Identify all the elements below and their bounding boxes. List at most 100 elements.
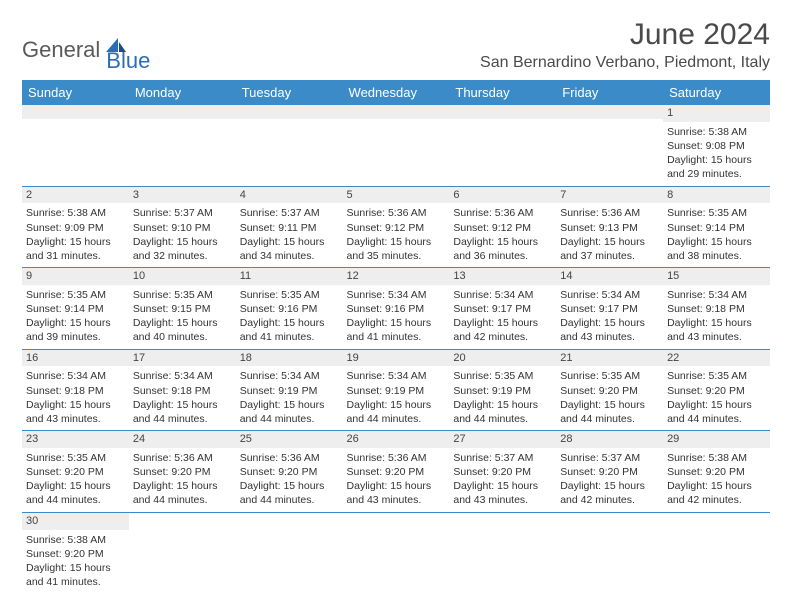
calendar-table: Sunday Monday Tuesday Wednesday Thursday… [22,80,770,593]
week-row: 9Sunrise: 5:35 AMSunset: 9:14 PMDaylight… [22,268,770,350]
day-cell [449,512,556,593]
day-info: Sunrise: 5:34 AMSunset: 9:19 PMDaylight:… [347,369,446,426]
day-info: Sunrise: 5:37 AMSunset: 9:20 PMDaylight:… [453,451,552,508]
day-info: Sunrise: 5:36 AMSunset: 9:12 PMDaylight:… [347,206,446,263]
day-cell: 13 Sunrise: 5:34 AMSunset: 9:17 PMDayligh… [449,268,556,350]
week-row: 1 Sunrise: 5:38 AMSunset: 9:08 PMDaylight… [22,105,770,186]
day-cell: 10Sunrise: 5:35 AMSunset: 9:15 PMDayligh… [129,268,236,350]
weekday-header: Saturday [663,80,770,105]
day-number: 9 [22,268,129,285]
weekday-header: Monday [129,80,236,105]
day-number: 30 [22,513,129,530]
day-cell [449,105,556,186]
day-cell [236,105,343,186]
day-cell: 28Sunrise: 5:37 AMSunset: 9:20 PMDayligh… [556,431,663,513]
day-cell: 12Sunrise: 5:34 AMSunset: 9:16 PMDayligh… [343,268,450,350]
day-cell: 1 Sunrise: 5:38 AMSunset: 9:08 PMDaylight… [663,105,770,186]
week-row: 2Sunrise: 5:38 AMSunset: 9:09 PMDaylight… [22,186,770,268]
day-number: 5 [343,187,450,204]
day-info: Sunrise: 5:34 AMSunset: 9:18 PMDaylight:… [26,369,125,426]
day-number: 4 [236,187,343,204]
day-info: Sunrise: 5:34 AMSunset: 9:17 PMDaylight:… [453,288,552,345]
day-cell [343,512,450,593]
day-number: 15 [663,268,770,285]
day-number: 1 [663,105,770,122]
day-number: 8 [663,187,770,204]
day-cell: 2Sunrise: 5:38 AMSunset: 9:09 PMDaylight… [22,186,129,268]
day-number: 22 [663,350,770,367]
day-info: Sunrise: 5:35 AMSunset: 9:14 PMDaylight:… [667,206,766,263]
day-info: Sunrise: 5:34 AMSunset: 9:18 PMDaylight:… [667,288,766,345]
day-info: Sunrise: 5:36 AMSunset: 9:20 PMDaylight:… [240,451,339,508]
day-cell: 3 Sunrise: 5:37 AMSunset: 9:10 PMDaylight… [129,186,236,268]
location: San Bernardino Verbano, Piedmont, Italy [480,54,770,72]
day-number: 27 [449,431,556,448]
weekday-header: Thursday [449,80,556,105]
weekday-header-row: Sunday Monday Tuesday Wednesday Thursday… [22,80,770,105]
day-cell: 19 Sunrise: 5:34 AMSunset: 9:19 PMDayligh… [343,349,450,431]
day-info: Sunrise: 5:35 AMSunset: 9:20 PMDaylight:… [26,451,125,508]
day-number: 7 [556,187,663,204]
day-number: 28 [556,431,663,448]
day-cell: 22Sunrise: 5:35 AMSunset: 9:20 PMDayligh… [663,349,770,431]
logo: General Blue [22,26,150,74]
day-info: Sunrise: 5:35 AMSunset: 9:16 PMDaylight:… [240,288,339,345]
logo-text-blue: Blue [106,48,150,74]
day-info: Sunrise: 5:34 AMSunset: 9:18 PMDaylight:… [133,369,232,426]
day-number: 19 [343,350,450,367]
day-cell [663,512,770,593]
day-cell: 21Sunrise: 5:35 AMSunset: 9:20 PMDayligh… [556,349,663,431]
day-info: Sunrise: 5:37 AMSunset: 9:10 PMDaylight:… [133,206,232,263]
day-number: 13 [449,268,556,285]
day-number: 2 [22,187,129,204]
weekday-header: Friday [556,80,663,105]
day-cell: 15 Sunrise: 5:34 AMSunset: 9:18 PMDayligh… [663,268,770,350]
day-number: 17 [129,350,236,367]
header: General Blue June 2024 San Bernardino Ve… [22,18,770,74]
day-cell: 8 Sunrise: 5:35 AMSunset: 9:14 PMDaylight… [663,186,770,268]
day-cell: 23 Sunrise: 5:35 AMSunset: 9:20 PMDayligh… [22,431,129,513]
weekday-header: Sunday [22,80,129,105]
day-cell: 17 Sunrise: 5:34 AMSunset: 9:18 PMDayligh… [129,349,236,431]
day-cell: 5 Sunrise: 5:36 AMSunset: 9:12 PMDaylight… [343,186,450,268]
day-cell: 30 Sunrise: 5:38 AMSunset: 9:20 PMDayligh… [22,512,129,593]
day-cell: 25 Sunrise: 5:36 AMSunset: 9:20 PMDayligh… [236,431,343,513]
day-number: 14 [556,268,663,285]
day-number: 26 [343,431,450,448]
calendar-body: 1 Sunrise: 5:38 AMSunset: 9:08 PMDaylight… [22,105,770,593]
day-number: 25 [236,431,343,448]
day-number: 20 [449,350,556,367]
day-cell: 6Sunrise: 5:36 AMSunset: 9:12 PMDaylight… [449,186,556,268]
day-info: Sunrise: 5:38 AMSunset: 9:20 PMDaylight:… [667,451,766,508]
day-info: Sunrise: 5:37 AMSunset: 9:11 PMDaylight:… [240,206,339,263]
day-cell: 27 Sunrise: 5:37 AMSunset: 9:20 PMDayligh… [449,431,556,513]
weekday-header: Wednesday [343,80,450,105]
day-number: 24 [129,431,236,448]
day-cell: 26 Sunrise: 5:36 AMSunset: 9:20 PMDayligh… [343,431,450,513]
day-cell [556,512,663,593]
day-info: Sunrise: 5:36 AMSunset: 9:12 PMDaylight:… [453,206,552,263]
week-row: 23 Sunrise: 5:35 AMSunset: 9:20 PMDayligh… [22,431,770,513]
day-cell [556,105,663,186]
day-cell: 29Sunrise: 5:38 AMSunset: 9:20 PMDayligh… [663,431,770,513]
day-cell: 11Sunrise: 5:35 AMSunset: 9:16 PMDayligh… [236,268,343,350]
day-cell: 16 Sunrise: 5:34 AMSunset: 9:18 PMDayligh… [22,349,129,431]
day-cell: 20Sunrise: 5:35 AMSunset: 9:19 PMDayligh… [449,349,556,431]
weekday-header: Tuesday [236,80,343,105]
day-number: 16 [22,350,129,367]
day-cell: 24Sunrise: 5:36 AMSunset: 9:20 PMDayligh… [129,431,236,513]
day-info: Sunrise: 5:38 AMSunset: 9:20 PMDaylight:… [26,533,125,590]
day-info: Sunrise: 5:38 AMSunset: 9:08 PMDaylight:… [667,125,766,182]
day-info: Sunrise: 5:36 AMSunset: 9:13 PMDaylight:… [560,206,659,263]
day-info: Sunrise: 5:36 AMSunset: 9:20 PMDaylight:… [347,451,446,508]
title-block: June 2024 San Bernardino Verbano, Piedmo… [480,18,770,72]
day-cell: 14Sunrise: 5:34 AMSunset: 9:17 PMDayligh… [556,268,663,350]
day-number: 10 [129,268,236,285]
day-cell [343,105,450,186]
day-cell [236,512,343,593]
day-number: 23 [22,431,129,448]
day-number: 3 [129,187,236,204]
day-number: 21 [556,350,663,367]
day-info: Sunrise: 5:34 AMSunset: 9:19 PMDaylight:… [240,369,339,426]
day-cell [129,512,236,593]
